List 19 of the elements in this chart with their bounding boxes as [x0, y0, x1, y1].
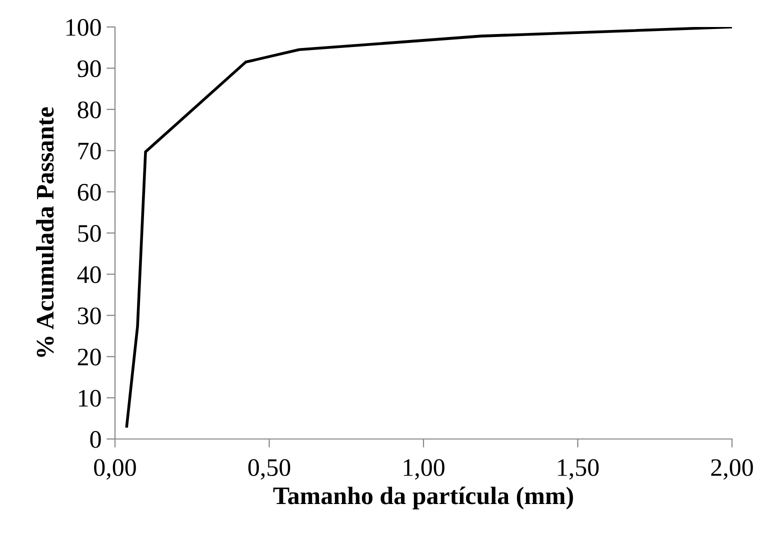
y-tick-label: 100	[66, 19, 101, 36]
y-tick-label: 20	[78, 348, 101, 366]
y-tick-label: 10	[79, 390, 101, 407]
y-tick-label: 30	[78, 307, 101, 324]
line-series	[125, 27, 732, 428]
y-tick-label: 40	[77, 266, 101, 284]
y-tick-label: 0	[90, 431, 101, 448]
y-tick-label: 80	[78, 101, 101, 118]
y-tick-label: 70	[78, 142, 101, 160]
x-tick-label: 2,00	[711, 459, 753, 480]
y-tick-label: 90	[78, 60, 101, 78]
x-tick-label: 1,00	[404, 459, 444, 480]
y-axis-title: % Acumulada Passante	[36, 107, 54, 357]
x-tick-label: 0,00	[94, 459, 136, 480]
x-axis-title: Tamanho da partícula (mm)	[273, 486, 574, 510]
x-tick-label: 1,50	[558, 459, 599, 480]
y-tick-label: 60	[78, 184, 101, 201]
x-tick-label: 0,50	[248, 459, 290, 480]
y-tick-label: 50	[78, 225, 101, 242]
